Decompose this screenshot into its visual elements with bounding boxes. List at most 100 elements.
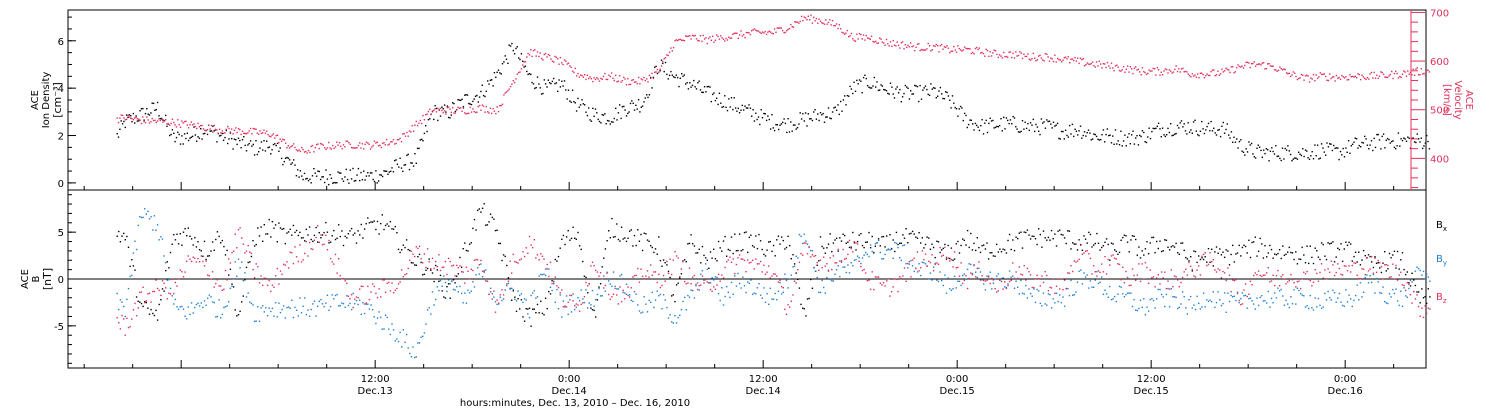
by-point (1068, 294, 1071, 297)
by-point (163, 255, 165, 257)
velocity-point (1114, 65, 1117, 67)
ion-density-point (807, 113, 809, 115)
bx-point (260, 226, 262, 228)
ion-density-point (231, 137, 233, 140)
velocity-point (443, 110, 446, 112)
date-tick-label: Dec.13 (358, 386, 393, 397)
ion-density-point (873, 76, 875, 79)
by-point (839, 275, 841, 278)
bx-point (688, 242, 691, 245)
bx-point (137, 300, 139, 302)
by-point (1112, 298, 1114, 300)
bz-point (161, 280, 164, 282)
bz-point (1120, 279, 1122, 281)
velocity-point (593, 77, 595, 79)
bx-point (1375, 262, 1378, 264)
ion-density-point (216, 141, 218, 143)
by-point (1156, 298, 1158, 300)
velocity-point (1314, 80, 1316, 82)
bx-point (1015, 236, 1017, 238)
by-point (711, 277, 713, 279)
bz-point (1114, 257, 1116, 259)
velocity-point (869, 38, 871, 40)
velocity-point (196, 127, 198, 130)
by-point (659, 293, 662, 296)
velocity-point (1411, 74, 1413, 76)
bz-point (287, 267, 290, 269)
by-point (465, 302, 468, 304)
bx-point (355, 242, 358, 244)
bx-point (1072, 242, 1074, 244)
ion-density-point (356, 174, 358, 176)
velocity-point (679, 38, 681, 41)
by-point (690, 289, 692, 291)
ion-density-point (559, 86, 562, 88)
by-point (291, 299, 293, 301)
velocity-point (749, 33, 752, 36)
bx-point (499, 242, 501, 245)
bx-point (1021, 247, 1024, 249)
ion-density-point (528, 73, 531, 75)
ion-density-point (152, 102, 155, 105)
bz-point (352, 306, 354, 309)
ion-density-point (266, 140, 268, 142)
bz-point (1002, 288, 1004, 290)
date-tick-label: Dec.15 (940, 386, 975, 397)
bx-point (892, 239, 894, 241)
ion-density-point (939, 86, 942, 89)
velocity-point (830, 24, 832, 26)
velocity-point (907, 44, 909, 47)
ion-density-point (1122, 140, 1125, 142)
velocity-point (1337, 77, 1339, 79)
velocity-point (492, 108, 494, 110)
ion-density-point (1098, 139, 1100, 141)
ion-density-point (1144, 141, 1146, 143)
velocity-point (895, 45, 897, 47)
velocity-point (1289, 75, 1292, 78)
bx-point (1222, 251, 1224, 253)
ion-density-point (1011, 123, 1013, 125)
ion-density-point (870, 87, 873, 89)
bx-point (845, 242, 847, 244)
velocity-point (140, 122, 143, 125)
ion-density-point (1424, 142, 1427, 144)
bx-point (1128, 251, 1130, 253)
ion-density-point (1160, 136, 1162, 138)
by-point (1162, 296, 1164, 298)
ion-density-point (1151, 130, 1153, 133)
ion-density-point (1272, 150, 1274, 153)
ion-density-point (1058, 137, 1060, 140)
by-point (249, 301, 251, 303)
bz-point (764, 273, 767, 275)
magnetic-field-unit: [nT] (41, 268, 54, 290)
bx-point (1364, 255, 1366, 257)
by-point (546, 268, 548, 270)
ion-density-point (647, 96, 649, 99)
by-point (1177, 307, 1179, 310)
by-point (897, 246, 899, 249)
bx-point (331, 235, 333, 237)
velocity-point (973, 53, 975, 55)
velocity-point (667, 54, 669, 57)
velocity-point (822, 22, 824, 25)
by-point (121, 301, 123, 303)
ion-density-point (482, 94, 485, 97)
velocity-point (214, 128, 217, 131)
velocity-point (221, 130, 223, 132)
velocity-point (186, 124, 188, 126)
by-point (182, 308, 185, 310)
velocity-point (243, 132, 245, 135)
ion-density-point (1032, 118, 1034, 121)
ion-density-point (388, 171, 390, 173)
bz-point (1283, 278, 1286, 280)
bz-point (983, 279, 985, 282)
bz-point (359, 288, 361, 290)
ion-density-point (573, 101, 575, 103)
bx-point (944, 243, 946, 246)
velocity-point (1036, 59, 1039, 61)
bx-point (1320, 242, 1323, 244)
velocity-point (1168, 69, 1171, 71)
bz-point (1091, 273, 1093, 275)
bx-point (784, 248, 786, 250)
by-point (916, 271, 919, 273)
